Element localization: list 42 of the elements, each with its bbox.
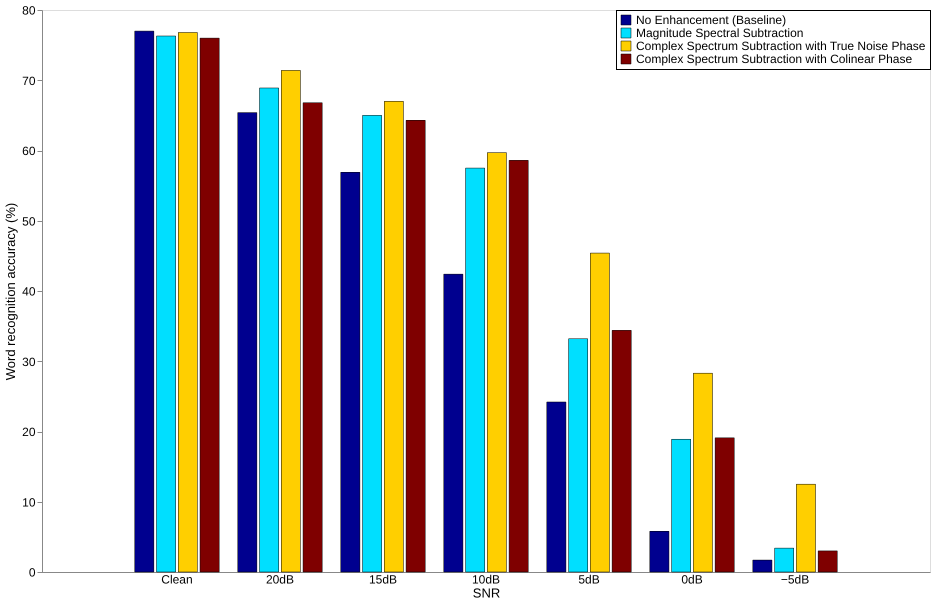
bar (362, 115, 382, 572)
x-tick-label: 20dB (266, 572, 294, 586)
bar (714, 438, 735, 572)
y-tick-label: 40 (22, 284, 36, 298)
legend-label: Complex Spectrum Subtraction with True Noise Phase (636, 39, 926, 53)
bar (693, 372, 713, 572)
bar (237, 112, 258, 572)
y-tick-label: 80 (22, 4, 36, 18)
x-tick-label: 15dB (368, 572, 397, 586)
x-tick-label: 5dB (578, 572, 600, 586)
bar (178, 32, 198, 572)
bar (444, 274, 464, 572)
x-tick-label: Clean (161, 572, 193, 586)
bar (487, 152, 507, 572)
x-axis-title: SNR (472, 586, 500, 600)
bar (340, 172, 360, 572)
y-tick-label: 0 (28, 566, 36, 580)
legend-label: No Enhancement (Baseline) (636, 13, 786, 27)
bar (156, 36, 176, 572)
bar (590, 252, 610, 572)
bar (752, 560, 772, 572)
y-tick-label: 30 (22, 354, 36, 369)
x-tick-label: 0dB (681, 572, 703, 586)
x-tick-label: 10dB (472, 572, 500, 586)
bar (796, 484, 816, 572)
bar (259, 88, 279, 572)
legend-label: Magnitude Spectral Subtraction (636, 26, 804, 40)
y-tick-label: 70 (22, 74, 36, 88)
bar (508, 160, 528, 572)
bar (200, 38, 220, 572)
y-tick-label: 20 (22, 425, 36, 439)
bar (134, 30, 154, 572)
y-axis-title: Word recognition accuracy (%) (3, 202, 18, 380)
bar (465, 168, 485, 572)
y-tick-label: 10 (22, 495, 36, 510)
bar (818, 550, 838, 572)
y-tick-label: 50 (22, 214, 36, 228)
y-tick-label: 60 (22, 144, 36, 158)
x-tick-label: −5dB (780, 572, 810, 586)
legend-label: Complex Spectrum Subtraction with Colinear Phase (636, 52, 912, 66)
bar (612, 330, 632, 572)
bar (774, 548, 794, 572)
